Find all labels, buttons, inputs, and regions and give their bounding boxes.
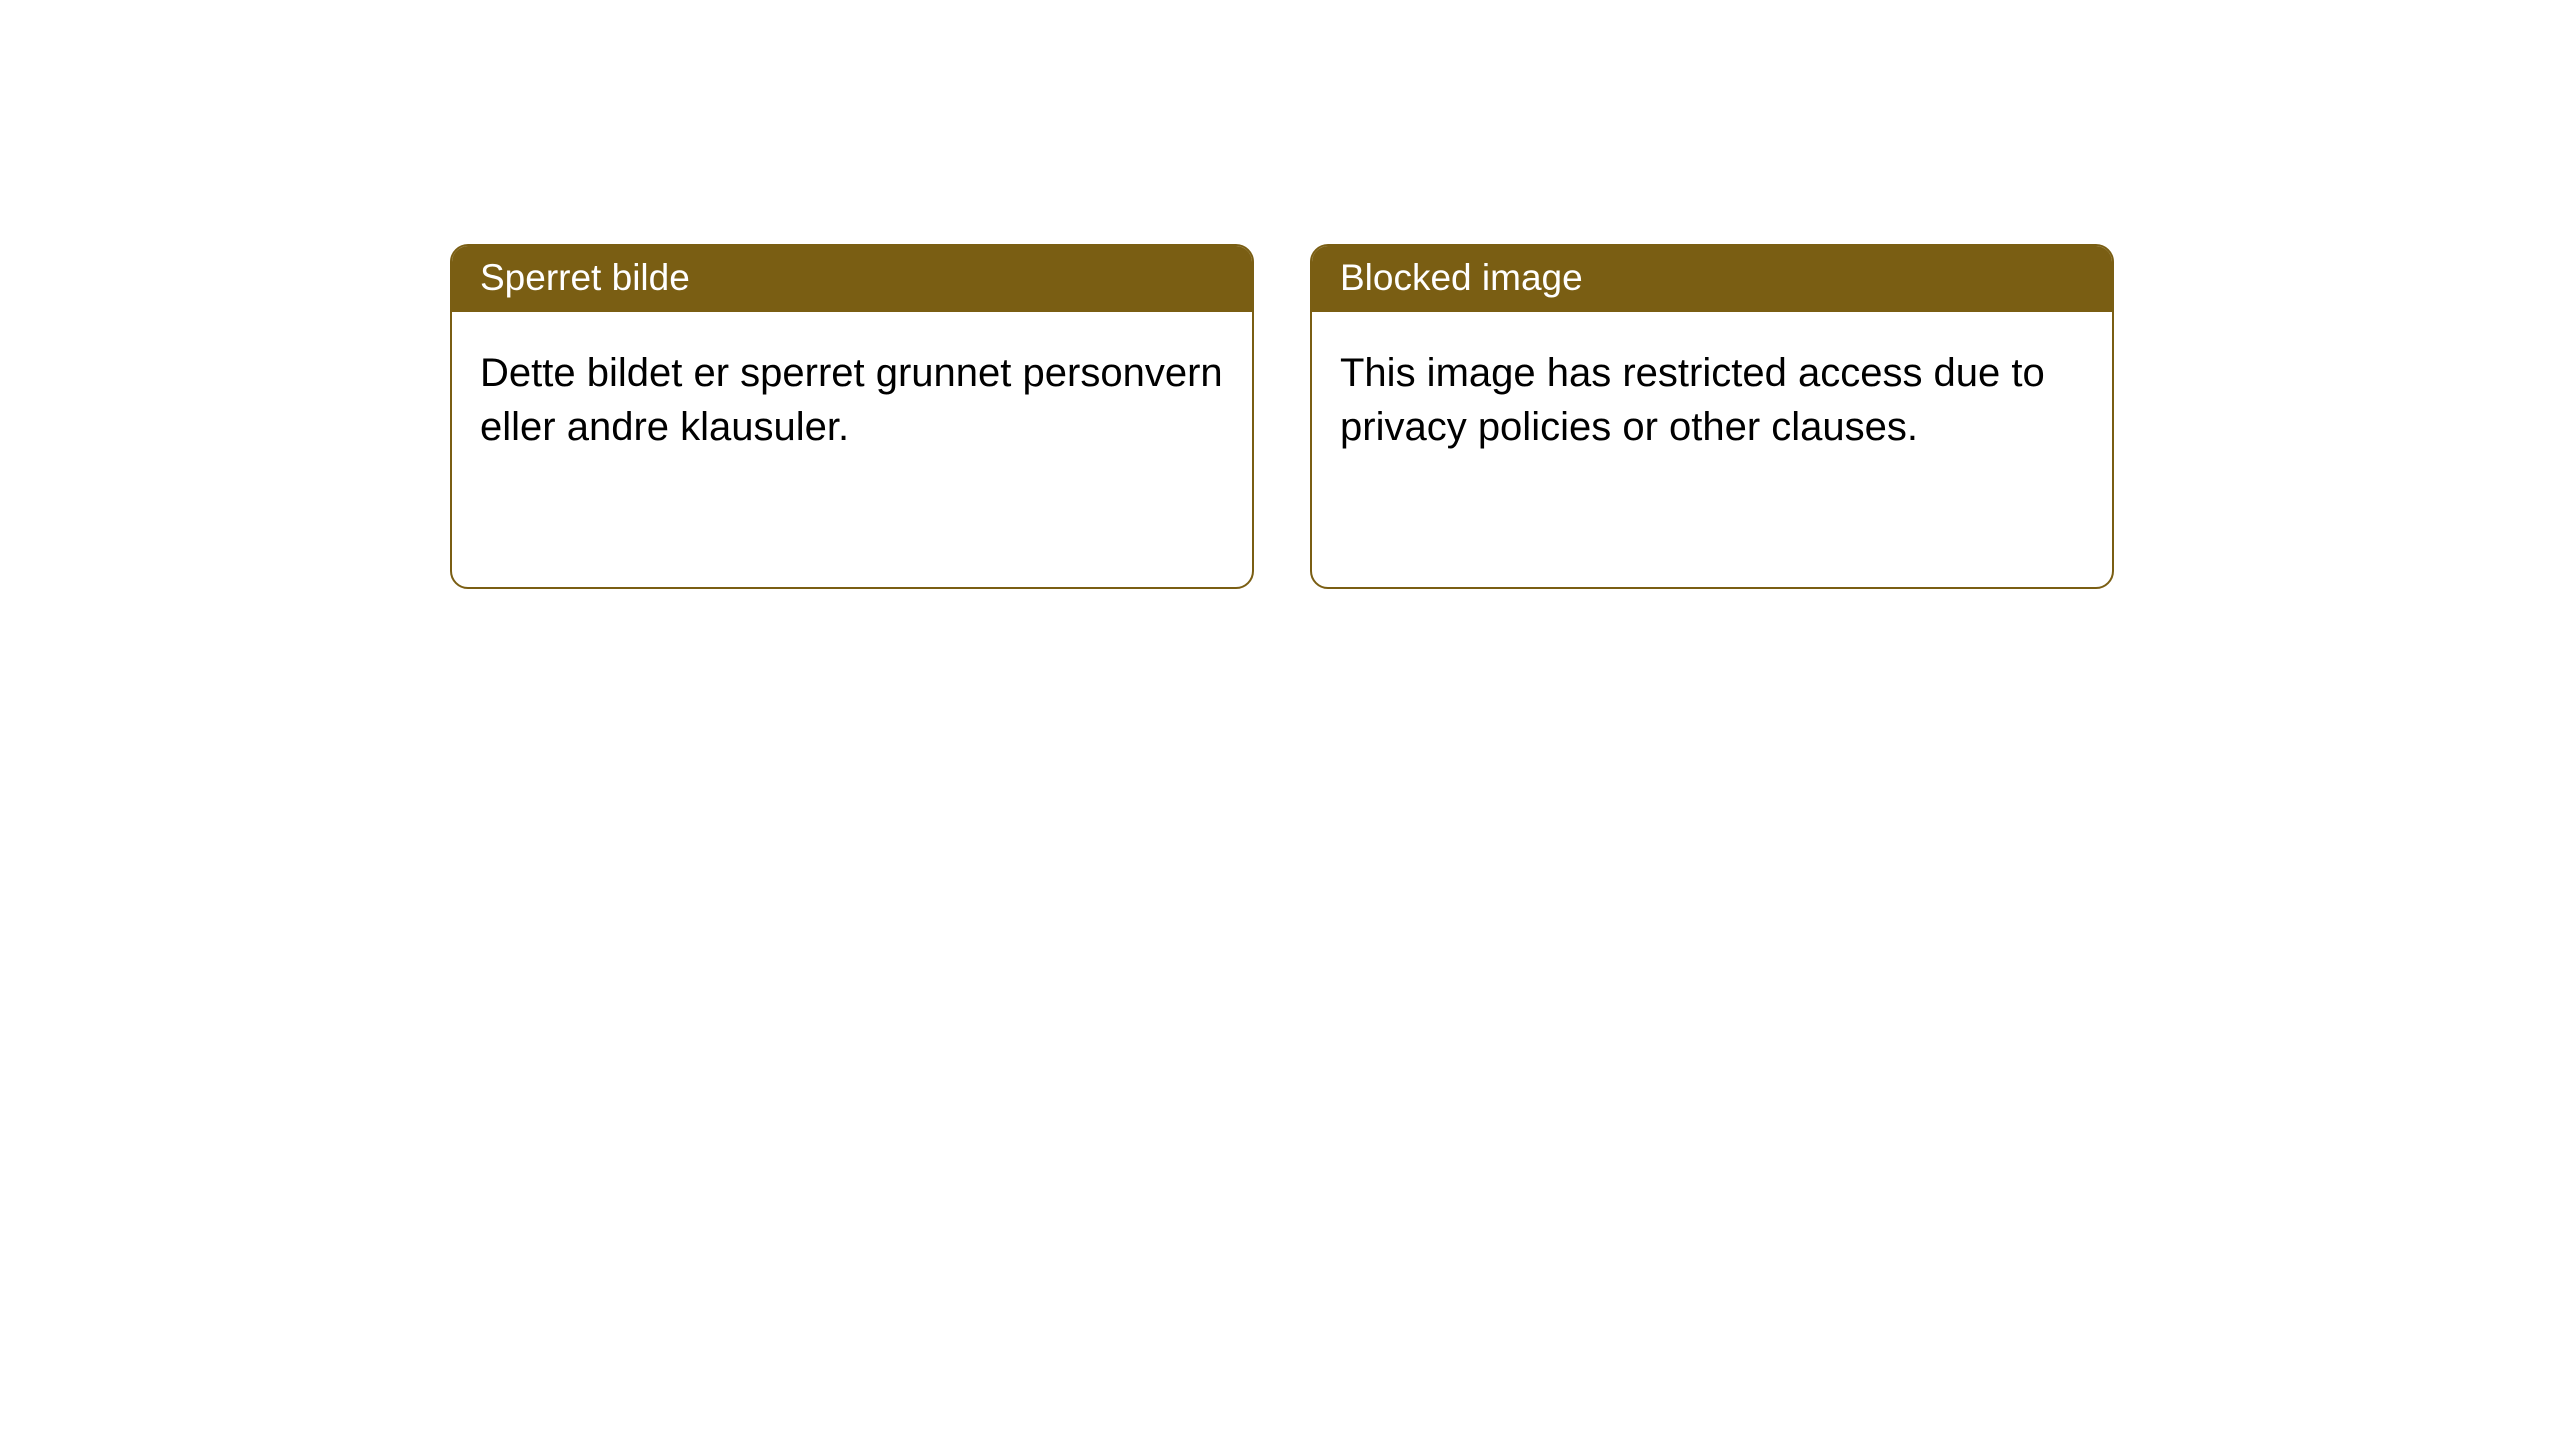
notice-cards-container: Sperret bilde Dette bildet er sperret gr… <box>450 244 2114 589</box>
blocked-image-card-english: Blocked image This image has restricted … <box>1310 244 2114 589</box>
card-body-text-english: This image has restricted access due to … <box>1340 346 2084 454</box>
card-body-text-norwegian: Dette bildet er sperret grunnet personve… <box>480 346 1224 454</box>
card-header-english: Blocked image <box>1312 246 2112 312</box>
card-header-norwegian: Sperret bilde <box>452 246 1252 312</box>
card-body-english: This image has restricted access due to … <box>1312 312 2112 587</box>
card-body-norwegian: Dette bildet er sperret grunnet personve… <box>452 312 1252 587</box>
blocked-image-card-norwegian: Sperret bilde Dette bildet er sperret gr… <box>450 244 1254 589</box>
